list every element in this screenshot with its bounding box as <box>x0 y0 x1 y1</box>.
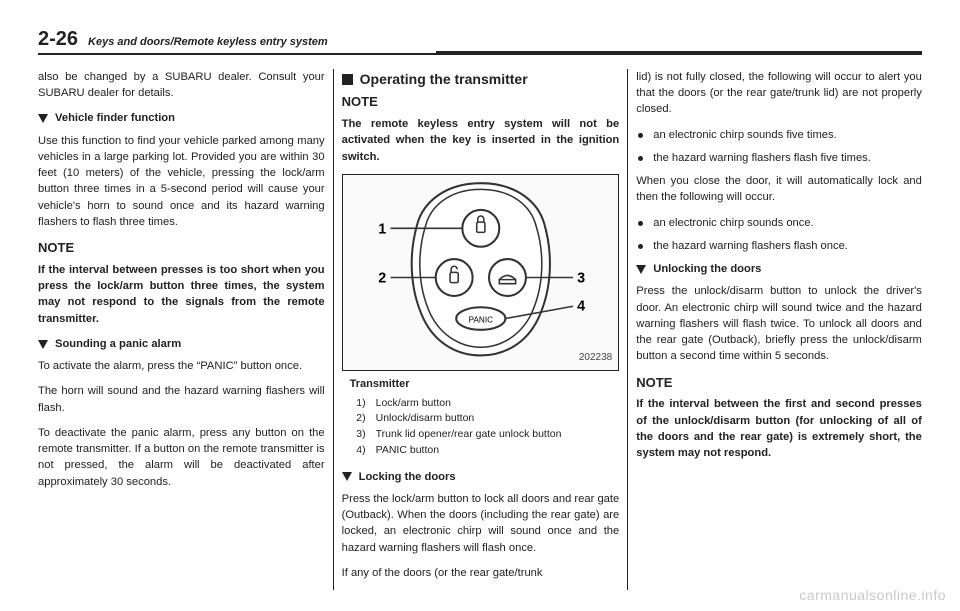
svg-text:4: 4 <box>577 298 585 314</box>
paragraph: When you close the door, it will automa­… <box>636 173 922 205</box>
triangle-icon <box>38 340 48 349</box>
caption-row: 3)Trunk lid opener/rear gate unlock butt… <box>350 427 620 443</box>
bullet-text: the hazard warning flashers flash once. <box>653 238 848 254</box>
bullet-item: the hazard warning flashers flash five t… <box>636 150 922 166</box>
triangle-icon <box>342 472 352 481</box>
svg-text:1: 1 <box>378 221 386 237</box>
bullet-icon <box>638 133 643 138</box>
paragraph: If any of the doors (or the rear gate/tr… <box>342 565 620 581</box>
bullet-item: an electronic chirp sounds once. <box>636 215 922 231</box>
bullet-item: an electronic chirp sounds five times. <box>636 127 922 143</box>
bullet-icon <box>638 221 643 226</box>
paragraph: also be changed by a SUBARU dealer. Cons… <box>38 69 325 101</box>
column-2: Operating the transmitter NOTE The remot… <box>333 69 628 590</box>
subheading-label: Locking the doors <box>359 469 456 485</box>
subheading-label: Unlocking the doors <box>653 261 761 277</box>
subheading-label: Vehicle finder function <box>55 110 175 126</box>
subheading-label: Sounding a panic alarm <box>55 336 181 352</box>
column-1: also be changed by a SUBARU dealer. Cons… <box>38 69 333 590</box>
breadcrumb: Keys and doors/Remote keyless entry syst… <box>88 36 328 48</box>
svg-text:2: 2 <box>378 271 386 287</box>
bullet-text: the hazard warning flashers flash five t… <box>653 150 871 166</box>
bullet-icon <box>638 244 643 249</box>
caption-row: 4)PANIC button <box>350 443 620 459</box>
page-header: 2-26 Keys and doors/Remote keyless entry… <box>38 28 922 55</box>
paragraph: To deactivate the panic alarm, press any… <box>38 425 325 490</box>
subheading-panic-alarm: Sounding a panic alarm <box>38 336 325 352</box>
transmitter-illustration: PANIC 1 2 3 4 <box>343 175 619 370</box>
figure-id: 202238 <box>579 351 612 366</box>
paragraph: Press the unlock/disarm button to unlock… <box>636 283 922 364</box>
subheading-locking-doors: Locking the doors <box>342 469 620 485</box>
content-columns: also be changed by a SUBARU dealer. Cons… <box>38 69 922 590</box>
page-number: 2-26 <box>38 28 78 51</box>
subheading-vehicle-finder: Vehicle finder function <box>38 110 325 126</box>
note-title: NOTE <box>342 93 620 112</box>
caption-row: 1)Lock/arm button <box>350 396 620 412</box>
triangle-icon <box>38 114 48 123</box>
bullet-item: the hazard warning flashers flash once. <box>636 238 922 254</box>
note-body: The remote keyless entry system will not… <box>342 116 620 165</box>
bullet-text: an electronic chirp sounds five times. <box>653 127 836 143</box>
paragraph: lid) is not fully closed, the following … <box>636 69 922 118</box>
paragraph: Use this function to find your vehicle p… <box>38 133 325 230</box>
square-icon <box>342 74 353 85</box>
subheading-unlocking-doors: Unlocking the doors <box>636 261 922 277</box>
figure-caption-list: 1)Lock/arm button 2)Unlock/disarm button… <box>342 396 620 459</box>
transmitter-figure: PANIC 1 2 3 4 202238 <box>342 174 620 371</box>
paragraph: The horn will sound and the hazard warni… <box>38 383 325 415</box>
triangle-icon <box>636 265 646 274</box>
manual-page: 2-26 Keys and doors/Remote keyless entry… <box>0 0 960 590</box>
figure-caption-title: Transmitter <box>342 377 620 393</box>
column-3: lid) is not fully closed, the following … <box>627 69 922 590</box>
note-title: NOTE <box>38 239 325 258</box>
section-heading-label: Operating the transmitter <box>360 69 528 89</box>
note-body: If the interval between the first and se… <box>636 396 922 461</box>
note-body: If the interval between presses is too s… <box>38 262 325 327</box>
bullet-icon <box>638 156 643 161</box>
paragraph: Press the lock/arm button to lock all do… <box>342 491 620 556</box>
svg-text:3: 3 <box>577 271 585 287</box>
paragraph: To activate the alarm, press the “PANIC”… <box>38 358 325 374</box>
svg-text:PANIC: PANIC <box>468 315 493 324</box>
section-heading-operating: Operating the transmitter <box>342 69 620 89</box>
bullet-text: an electronic chirp sounds once. <box>653 215 813 231</box>
note-title: NOTE <box>636 374 922 393</box>
caption-row: 2)Unlock/disarm button <box>350 411 620 427</box>
watermark: carmanualsonline.info <box>799 587 946 603</box>
